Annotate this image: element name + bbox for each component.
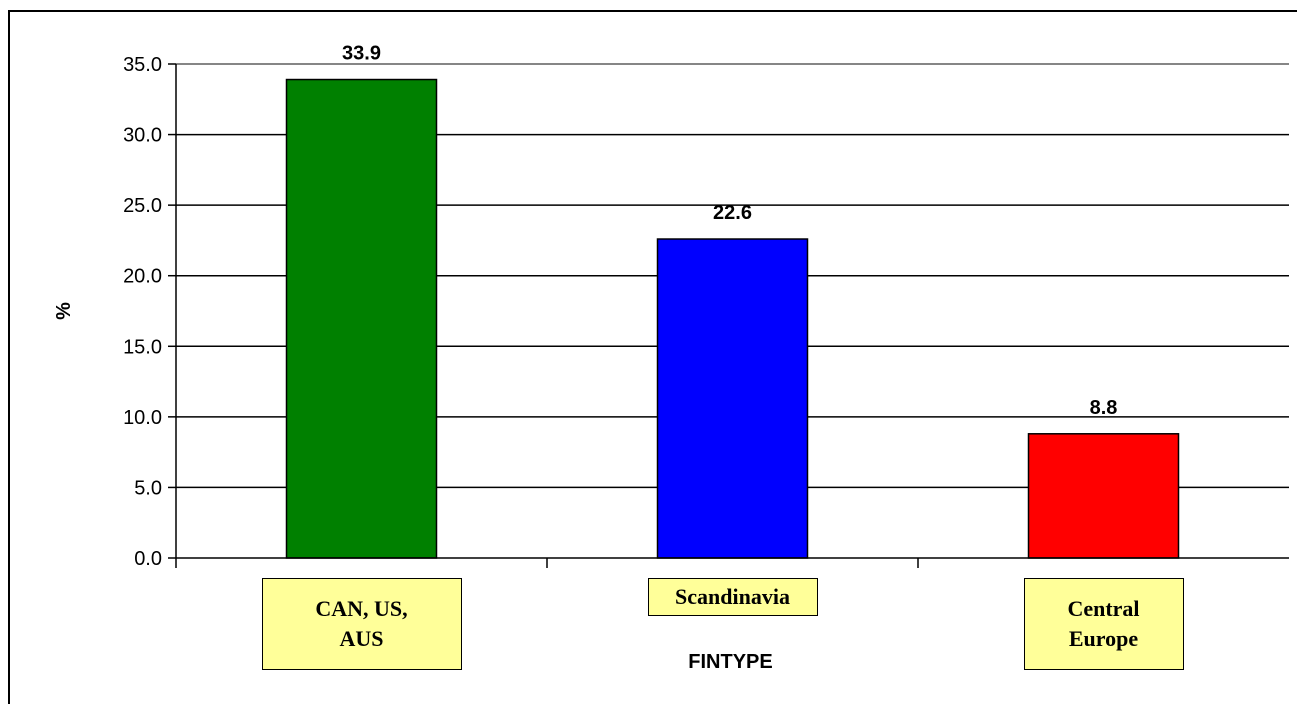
chart-frame [8,10,1297,704]
bar [285,78,438,559]
y-tick-label: 25.0 [123,195,162,217]
data-label: 22.6 [713,202,752,224]
category-label: Central Europe [1023,578,1184,670]
axes [168,63,1289,568]
bars [285,78,1180,559]
y-axis-title: % [53,302,75,320]
y-tick-label: 5.0 [134,477,162,499]
labels: 0.0 5.0 10.0 15.0 20.0 25.0 30.0 35.0 33.9 22.6 8.… [123,43,1117,570]
y-tick-label: 15.0 [123,336,162,358]
category-label: Scandinavia [647,578,818,616]
bar [1027,433,1180,559]
y-tick-label: 20.0 [123,266,162,288]
data-label: 8.8 [1090,397,1118,419]
data-label: 33.9 [342,43,381,65]
y-tick-label: 30.0 [123,125,162,147]
category-label: CAN, US, AUS [261,578,462,670]
y-tick-label: 35.0 [123,54,162,76]
y-tick-label: 0.0 [134,548,162,570]
x-axis-title: FINTYPE [688,651,772,673]
y-tick-label: 10.0 [123,407,162,429]
bar [656,238,809,559]
